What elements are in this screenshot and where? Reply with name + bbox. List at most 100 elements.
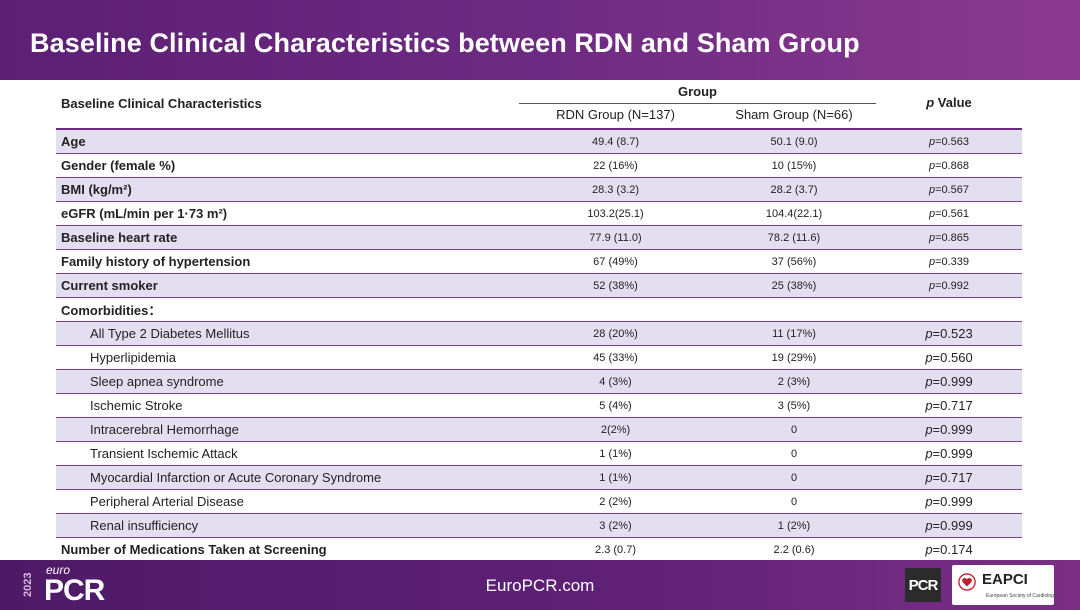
row-label: Myocardial Infarction or Acute Coronary …	[90, 470, 382, 485]
p-number: =0.999	[932, 374, 973, 389]
p-value: p=0.563	[876, 136, 1022, 148]
table-row: Renal insufficiency 3 (2%) 1 (2%) p=0.99…	[56, 514, 1022, 538]
p-symbol: p	[928, 183, 936, 196]
row-label: Renal insufficiency	[90, 518, 199, 533]
p-number: =0.992	[935, 279, 970, 292]
p-number: =0.717	[932, 398, 973, 413]
table-row: Number of Medications Taken at Screening…	[56, 538, 1022, 562]
rdn-value: 2(2%)	[600, 423, 631, 436]
rdn-value: 1 (1%)	[599, 471, 632, 484]
logo-euro-text: euro	[46, 563, 71, 577]
p-symbol: p	[928, 279, 936, 292]
row-label: Hyperlipidemia	[90, 350, 176, 365]
sham-value: 0	[790, 471, 798, 484]
p-symbol: p	[925, 446, 933, 461]
table-row: Current smoker 52 (38%) 25 (38%) p=0.992	[56, 274, 1022, 298]
eapci-text: EAPCI	[982, 571, 1028, 588]
p-number: =0.999	[932, 422, 973, 437]
table-row: BMI (kg/m²) 28.3 (3.2) 28.2 (3.7) p=0.56…	[56, 178, 1022, 202]
section-label-comorbidities: Comorbidities：	[61, 303, 162, 318]
p-value: p=0.339	[876, 256, 1022, 268]
row-label: eGFR (mL/min per 1·73 m²)	[61, 206, 228, 221]
p-number: =0.868	[935, 159, 970, 172]
rdn-value: 28 (20%)	[593, 327, 638, 340]
rdn-value: 45 (33%)	[593, 351, 638, 364]
sham-value: 0	[790, 495, 798, 508]
header-rdn-group: RDN Group (N=137)	[556, 107, 675, 122]
p-number: =0.561	[935, 207, 970, 220]
row-label: Number of Medications Taken at Screening	[61, 542, 327, 557]
p-value: p=0.717	[876, 398, 1022, 413]
heart-icon	[958, 573, 976, 591]
sham-value: 11 (17%)	[772, 327, 816, 340]
p-value: p=0.999	[876, 494, 1022, 509]
p-symbol: p	[928, 135, 936, 148]
row-label: Gender (female %)	[61, 158, 176, 173]
p-value: p=0.999	[876, 422, 1022, 437]
sham-value: 19 (29%)	[771, 351, 817, 364]
p-number: =0.339	[935, 255, 970, 268]
rdn-value: 49.4 (8.7)	[591, 135, 640, 148]
rdn-value: 77.9 (11.0)	[589, 231, 642, 244]
table-row: Ischemic Stroke 5 (4%) 3 (5%) p=0.717	[56, 394, 1022, 418]
p-value: p=0.523	[876, 326, 1022, 341]
p-symbol: p	[925, 326, 933, 341]
p-symbol: p	[928, 255, 936, 268]
row-label: Baseline heart rate	[61, 230, 178, 245]
p-symbol: p	[925, 374, 933, 389]
slide-footer: 2023 euro PCR EuroPCR.com PCR EAPCI Euro…	[0, 560, 1080, 610]
p-number: =0.174	[932, 542, 973, 557]
row-label: All Type 2 Diabetes Mellitus	[90, 326, 250, 341]
table-row: Sleep apnea syndrome 4 (3%) 2 (3%) p=0.9…	[56, 370, 1022, 394]
p-value: p=0.992	[876, 280, 1022, 292]
p-symbol: p	[925, 542, 933, 557]
p-value: p=0.999	[876, 374, 1022, 389]
p-symbol: p	[925, 350, 933, 365]
table-row-section: Comorbidities：	[56, 298, 1022, 322]
p-symbol: p	[925, 422, 933, 437]
eapci-logo: EAPCI European Society of Cardiology	[952, 565, 1056, 605]
p-number: =0.560	[932, 350, 973, 365]
row-label: Family history of hypertension	[61, 254, 251, 269]
p-symbol: p	[925, 470, 933, 485]
p-number: =0.563	[935, 135, 970, 148]
p-symbol: p	[928, 207, 936, 220]
table-row: Transient Ischemic Attack 1 (1%) 0 p=0.9…	[56, 442, 1022, 466]
header-sham-group: Sham Group (N=66)	[735, 107, 853, 122]
sham-value: 37 (56%)	[771, 255, 817, 268]
row-label: Peripheral Arterial Disease	[90, 494, 244, 509]
table-row: Family history of hypertension 67 (49%) …	[56, 250, 1022, 274]
header-p-italic: p	[926, 95, 935, 110]
header-rule	[56, 128, 1022, 130]
table-row: Peripheral Arterial Disease 2 (2%) 0 p=0…	[56, 490, 1022, 514]
sham-value: 3 (5%)	[777, 399, 811, 412]
row-label: Intracerebral Hemorrhage	[90, 422, 239, 437]
header-group: Group	[678, 84, 717, 99]
sham-value: 1 (2%)	[777, 519, 811, 532]
table-row: Baseline heart rate 77.9 (11.0) 78.2 (11…	[56, 226, 1022, 250]
rdn-value: 1 (1%)	[599, 447, 632, 460]
rdn-value: 5 (4%)	[599, 399, 632, 412]
site-link[interactable]: EuroPCR.com	[485, 576, 595, 595]
p-number: =0.999	[932, 494, 973, 509]
rdn-value: 52 (38%)	[593, 279, 638, 292]
sham-value: 0	[790, 447, 798, 460]
sham-value: 28.2 (3.7)	[770, 183, 818, 196]
p-value: p=0.560	[876, 350, 1022, 365]
row-label: Transient Ischemic Attack	[90, 446, 238, 461]
header-p-rest: Value	[934, 95, 972, 110]
table-row: Gender (female %) 22 (16%) 10 (15%) p=0.…	[56, 154, 1022, 178]
table-row: Intracerebral Hemorrhage 2(2%) 0 p=0.999	[56, 418, 1022, 442]
p-value: p=0.567	[876, 184, 1022, 196]
p-number: =0.567	[935, 183, 970, 196]
rdn-value: 22 (16%)	[593, 159, 638, 172]
p-number: =0.999	[932, 518, 973, 533]
europcr-logo: PCR	[44, 574, 105, 607]
header-p-value: p Value	[876, 95, 1022, 110]
p-number: =0.865	[935, 231, 970, 244]
table-row: Myocardial Infarction or Acute Coronary …	[56, 466, 1022, 490]
table-row: All Type 2 Diabetes Mellitus 28 (20%) 11…	[56, 322, 1022, 346]
sham-value: 50.1 (9.0)	[770, 135, 818, 148]
characteristics-table: Baseline Clinical Characteristics Group …	[56, 82, 1022, 562]
row-label: Ischemic Stroke	[90, 398, 183, 413]
